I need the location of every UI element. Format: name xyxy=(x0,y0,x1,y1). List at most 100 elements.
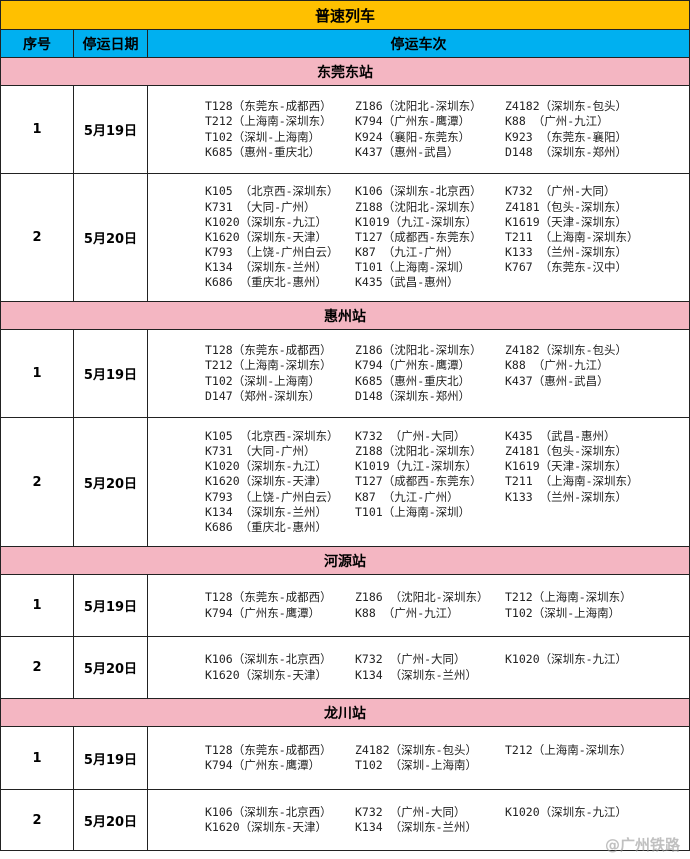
suspension-date: 5月20日 xyxy=(73,636,148,699)
train-entry: K88 （广州-九江） xyxy=(505,114,609,129)
train-entry: K732 （广州-大同） xyxy=(355,652,466,667)
train-line: K1620（深圳东-天津） K134 （深圳东-兰州） xyxy=(205,820,689,835)
train-list: T128（东莞东-成都西） Z186（沈阳北-深圳东） Z4182（深圳东-包头） T… xyxy=(147,329,690,418)
table-row: 2 5月20日 K105 （北京西-深圳东） K732 （广州-大同） K435 （武昌… xyxy=(0,417,690,547)
row-number: 1 xyxy=(0,329,74,418)
train-line: K106（深圳东-北京西） K732 （广州-大同） K1020（深圳东-九江） xyxy=(205,652,689,667)
train-entry: Z188（沈阳北-深圳东） xyxy=(355,444,482,459)
train-line: K731 （大同-广州） Z188（沈阳北-深圳东） Z4181（包头-深圳东） xyxy=(205,200,689,215)
train-entry: T102（深圳-上海南） xyxy=(205,129,321,144)
train-entry: Z4182（深圳东-包头） xyxy=(505,99,628,114)
train-entry: D148 （深圳东-郑州） xyxy=(505,144,628,159)
train-line: K685（惠州-重庆北） K437（惠州-武昌） D148 （深圳东-郑州） xyxy=(205,145,689,160)
train-entry: Z186（沈阳北-深圳东） xyxy=(355,99,482,114)
train-entry: T102（深圳-上海南） xyxy=(505,605,621,620)
train-line: T128（东莞东-成都西） Z4182（深圳东-包头） T212（上海南-深圳东） xyxy=(205,743,689,758)
table-title: 普速列车 xyxy=(0,0,690,30)
train-entry xyxy=(505,520,655,535)
train-entry: K685（惠州-重庆北） xyxy=(205,144,321,159)
train-entry: T128（东莞东-成都西） xyxy=(205,99,332,114)
table-row: 2 5月20日 K105 （北京西-深圳东） K106（深圳东-北京西） K732 （广… xyxy=(0,173,690,302)
train-entry: K1620（深圳东-天津） xyxy=(205,667,328,682)
train-entry: Z4182（深圳东-包头） xyxy=(505,343,628,358)
suspension-date: 5月19日 xyxy=(73,726,148,790)
train-line: T128（东莞东-成都西） Z186（沈阳北-深圳东） Z4182（深圳东-包头） xyxy=(205,343,689,358)
train-entry: K105 （北京西-深圳东） xyxy=(205,428,339,443)
table-row: 2 5月20日 K106（深圳东-北京西） K732 （广州-大同） K1020（深圳东… xyxy=(0,636,690,699)
train-list: T128（东莞东-成都西） Z4182（深圳东-包头） T212（上海南-深圳东） K… xyxy=(147,726,690,790)
train-entry: Z188（沈阳北-深圳东） xyxy=(355,199,482,214)
suspension-date: 5月20日 xyxy=(73,417,148,547)
train-line: T212（上海南-深圳东） K794（广州东-鹰潭） K88 （广州-九江） xyxy=(205,358,689,373)
train-entry: K793 （上饶-广州白云） xyxy=(205,489,339,504)
train-entry: K1619（天津-深圳东） xyxy=(505,214,628,229)
train-entry: T211 （上海南-深圳东） xyxy=(505,229,639,244)
train-entry: K1020（深圳东-九江） xyxy=(205,459,328,474)
train-entry: T212（上海南-深圳东） xyxy=(205,358,332,373)
train-line: K686 （重庆北-惠州） K435（武昌-惠州） xyxy=(205,275,689,290)
train-entry: K435（武昌-惠州） xyxy=(355,275,459,290)
station-row: 河源站 xyxy=(0,546,690,575)
train-line: K794（广州东-鹰潭） K88 （广州-九江） T102（深圳-上海南） xyxy=(205,606,689,621)
table-row: 1 5月19日 T128（东莞东-成都西） Z186（沈阳北-深圳东） Z4182（深圳… xyxy=(0,85,690,174)
train-line: D147（郑州-深圳东） D148（深圳东-郑州） xyxy=(205,389,689,404)
train-entry xyxy=(505,668,655,683)
train-entry: K686 （重庆北-惠州） xyxy=(205,519,328,534)
row-number: 1 xyxy=(0,726,74,790)
train-entry: K767 （东莞东-汉中） xyxy=(505,260,628,275)
suspension-date: 5月20日 xyxy=(73,789,148,851)
train-entry xyxy=(355,520,505,535)
train-entry: K134 （深圳东-兰州） xyxy=(205,504,328,519)
train-line: K793 （上饶-广州白云） K87 （九江-广州） K133 （兰州-深圳东） xyxy=(205,245,689,260)
train-entry: K106（深圳东-北京西） xyxy=(205,652,332,667)
train-entry: Z186（沈阳北-深圳东） xyxy=(355,343,482,358)
train-entry: K105 （北京西-深圳东） xyxy=(205,184,339,199)
train-entry: Z4181（包头-深圳东） xyxy=(505,444,628,459)
train-line: T102（深圳-上海南） K685（惠州-重庆北） K437（惠州-武昌） xyxy=(205,374,689,389)
train-entry: K1619（天津-深圳东） xyxy=(505,459,628,474)
train-line: K106（深圳东-北京西） K732 （广州-大同） K1020（深圳东-九江） xyxy=(205,805,689,820)
train-entry: T128（东莞东-成都西） xyxy=(205,590,332,605)
row-number: 2 xyxy=(0,636,74,699)
train-entry: T127（成都西-东莞东） xyxy=(355,474,482,489)
train-line: K793 （上饶-广州白云） K87 （九江-广州） K133 （兰州-深圳东） xyxy=(205,490,689,505)
train-line: K794（广州东-鹰潭） T102 （深圳-上海南） xyxy=(205,758,689,773)
train-line: K731 （大同-广州） Z188（沈阳北-深圳东） Z4181（包头-深圳东） xyxy=(205,444,689,459)
train-line: T212（上海南-深圳东） K794（广州东-鹰潭） K88 （广州-九江） xyxy=(205,114,689,129)
train-entry: T102 （深圳-上海南） xyxy=(355,758,478,772)
train-list: K106（深圳东-北京西） K732 （广州-大同） K1020（深圳东-九江） K1… xyxy=(147,636,690,699)
train-entry: K87 （九江-广州） xyxy=(355,489,459,504)
train-entry: K88 （广州-九江） xyxy=(505,358,609,373)
row-number: 2 xyxy=(0,789,74,851)
train-line: K1620（深圳东-天津） T127（成都西-东莞东） T211 （上海南-深圳东） xyxy=(205,474,689,489)
train-line: K686 （重庆北-惠州） xyxy=(205,520,689,535)
suspension-date: 5月20日 xyxy=(73,173,148,302)
train-entry: K924（襄阳-东莞东） xyxy=(355,129,471,144)
header-no: 序号 xyxy=(0,29,74,58)
train-list: K105 （北京西-深圳东） K106（深圳东-北京西） K732 （广州-大同） K… xyxy=(147,173,690,302)
train-list: T128（东莞东-成都西） Z186（沈阳北-深圳东） Z4182（深圳东-包头） T… xyxy=(147,85,690,174)
train-entry: K133 （兰州-深圳东） xyxy=(505,489,628,504)
train-entry: K1020（深圳东-九江） xyxy=(205,214,328,229)
row-number: 1 xyxy=(0,574,74,637)
train-entry: K106（深圳东-北京西） xyxy=(355,184,482,199)
station-row: 东莞东站 xyxy=(0,57,690,86)
train-entry: T212（上海南-深圳东） xyxy=(505,590,632,605)
train-entry: T101（上海南-深圳） xyxy=(355,260,471,275)
station-name: 河源站 xyxy=(0,546,690,575)
table-row: 1 5月19日 T128（东莞东-成都西） Z4182（深圳东-包头） T212（上海南… xyxy=(0,726,690,790)
watermark: @广州铁路 xyxy=(604,836,680,854)
suspension-date: 5月19日 xyxy=(73,329,148,418)
train-entry: T212（上海南-深圳东） xyxy=(505,742,632,757)
row-number: 2 xyxy=(0,173,74,302)
train-entry: K732 （广州-大同） xyxy=(355,804,466,819)
train-entry: K437（惠州-武昌） xyxy=(355,144,459,159)
train-entry: K134 （深圳东-兰州） xyxy=(355,820,478,834)
train-entry xyxy=(505,505,655,520)
train-entry xyxy=(505,389,655,404)
suspension-date: 5月19日 xyxy=(73,85,148,174)
train-entry: D147（郑州-深圳东） xyxy=(205,388,321,403)
train-entry: K793 （上饶-广州白云） xyxy=(205,245,339,260)
train-entry: K731 （大同-广州） xyxy=(205,444,316,459)
